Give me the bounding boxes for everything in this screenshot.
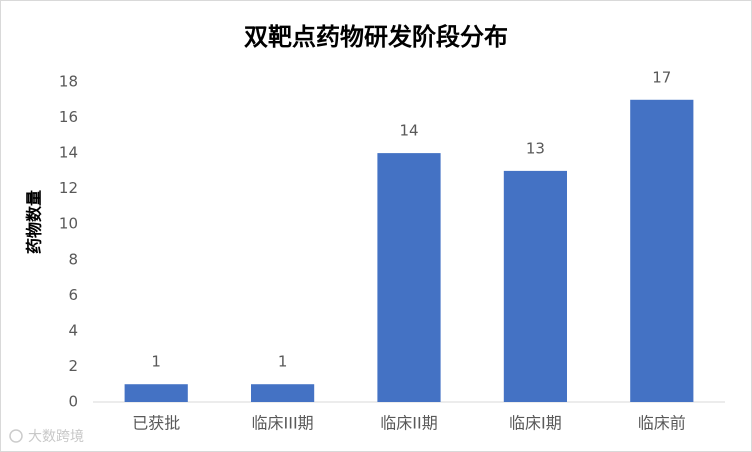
y-tick-label: 18 xyxy=(59,73,78,91)
bar xyxy=(124,384,188,402)
y-tick-label: 8 xyxy=(68,250,78,268)
value-label: 13 xyxy=(526,139,545,157)
x-tick-label: 临床II期 xyxy=(380,414,437,433)
watermark: 大数跨境 xyxy=(28,429,84,445)
x-tick-label: 已获批 xyxy=(132,414,180,433)
x-tick-label: 临床前 xyxy=(638,414,686,433)
value-label: 1 xyxy=(278,353,288,371)
y-tick-label: 14 xyxy=(59,144,78,162)
y-tick-label: 6 xyxy=(68,286,78,304)
value-label: 17 xyxy=(652,68,671,86)
y-tick-label: 10 xyxy=(59,215,78,233)
chart-title: 双靶点药物研发阶段分布 xyxy=(244,23,508,51)
y-axis-label: 药物数量 xyxy=(25,190,44,254)
x-tick-label: 临床I期 xyxy=(509,414,562,433)
y-tick-label: 12 xyxy=(59,179,78,197)
y-tick-label: 0 xyxy=(68,393,78,411)
bar xyxy=(630,99,694,403)
y-tick-label: 4 xyxy=(68,321,78,339)
watermark-icon xyxy=(9,429,23,443)
value-label: 14 xyxy=(399,122,418,140)
x-tick-label: 临床III期 xyxy=(252,414,314,433)
y-tick-label: 2 xyxy=(68,357,78,375)
bar xyxy=(503,170,567,402)
bar xyxy=(377,153,441,402)
value-label: 1 xyxy=(151,353,161,371)
bar xyxy=(251,384,315,402)
y-tick-label: 16 xyxy=(59,108,78,126)
